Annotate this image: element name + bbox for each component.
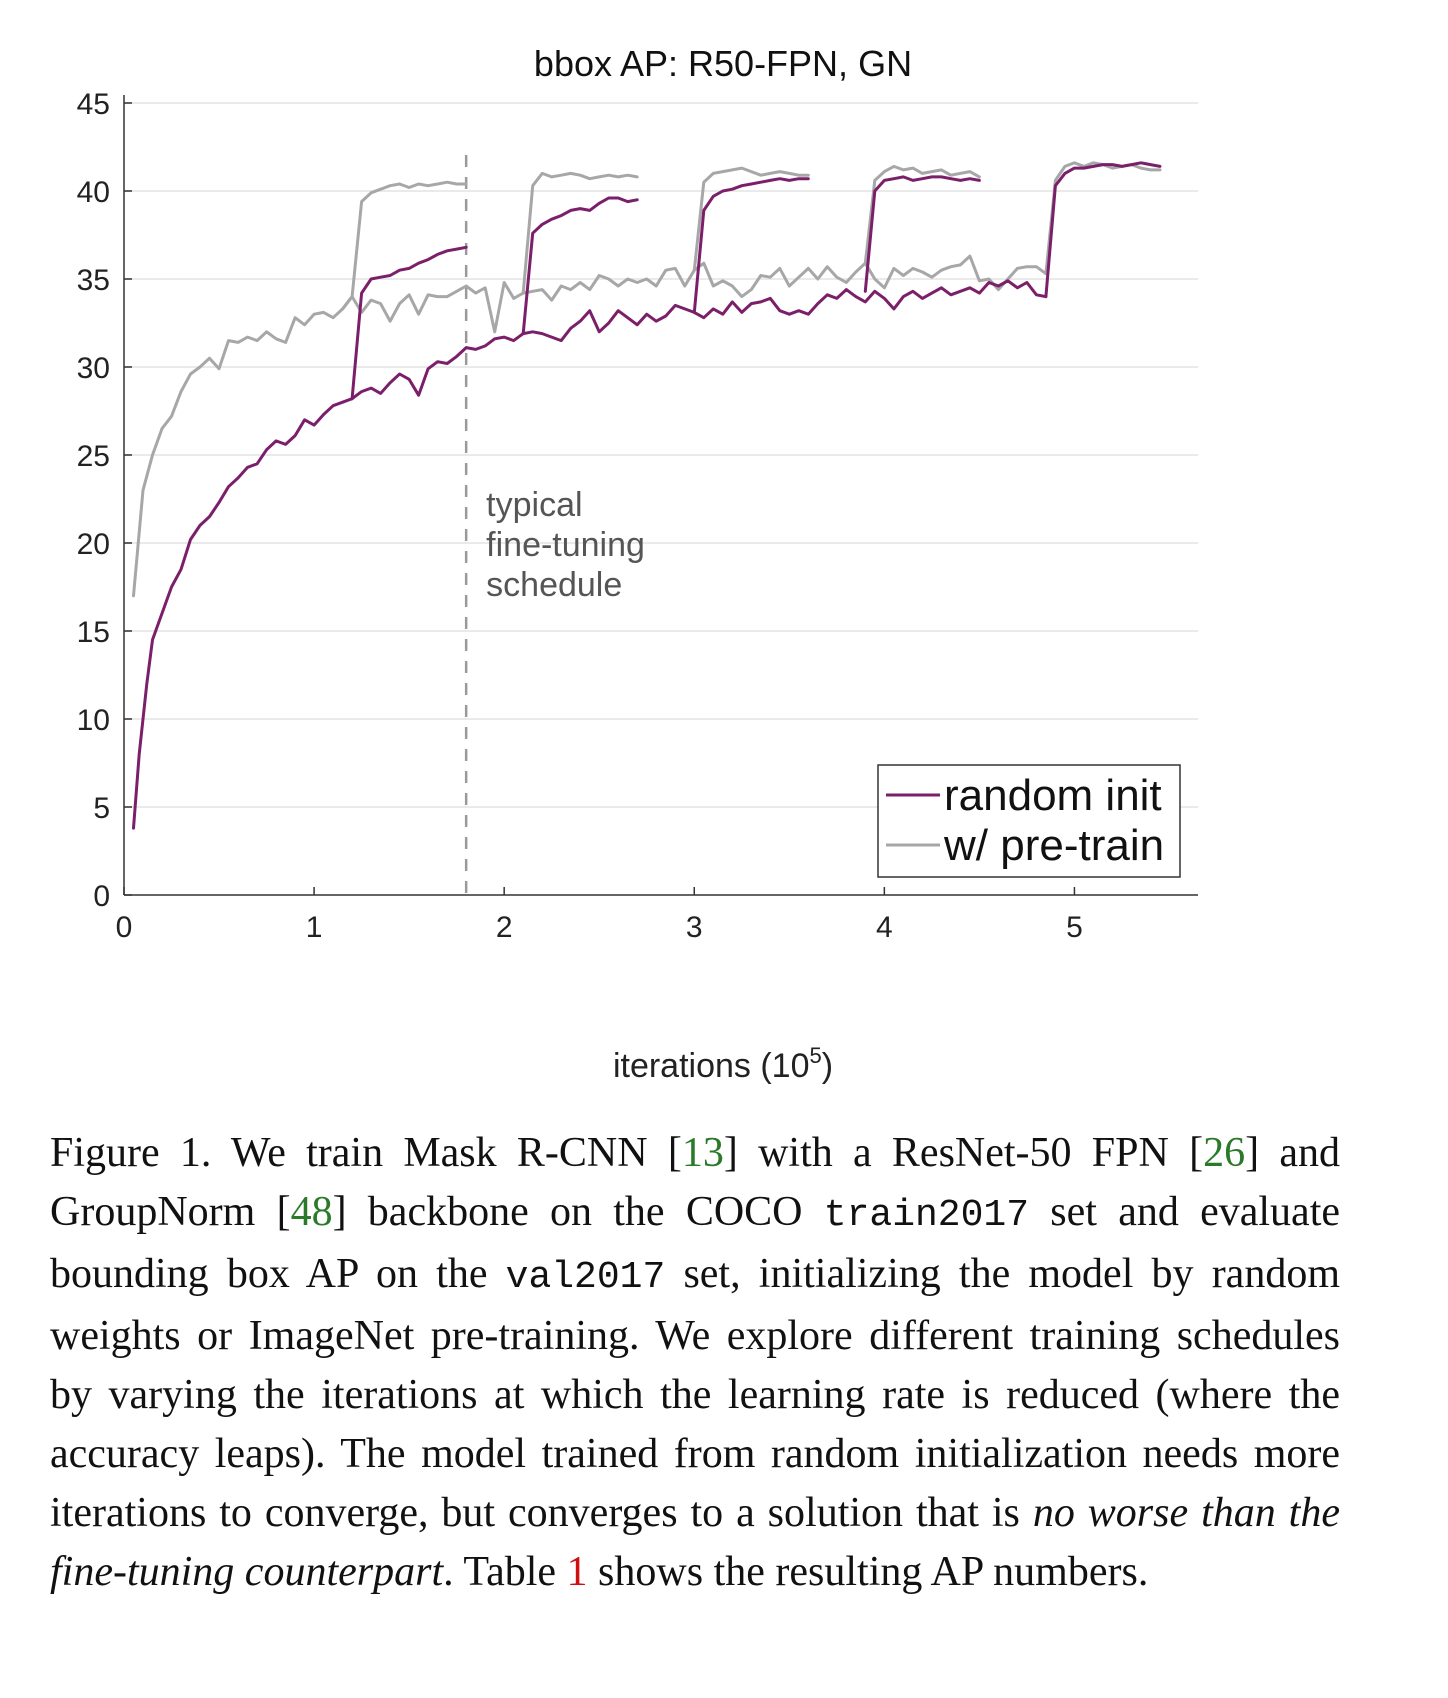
y-tick-label: 0 (93, 880, 110, 913)
x-tick-label: 4 (876, 911, 893, 944)
series-line (521, 171, 639, 295)
x-tick-label: 3 (686, 911, 703, 944)
figure-caption: Figure 1. We train Mask R-CNN [13] with … (50, 1124, 1340, 1602)
series-line (1044, 161, 1162, 299)
fine-tuning-annotation: schedule (486, 566, 622, 604)
series-line (692, 177, 810, 314)
y-tick-label: 45 (77, 88, 110, 121)
dataset-name: train2017 (823, 1194, 1030, 1237)
caption-text: shows the resulting AP numbers. (587, 1549, 1149, 1595)
caption-text: . Table (443, 1549, 567, 1595)
y-tick-label: 30 (77, 352, 110, 385)
x-tick-label: 0 (116, 911, 133, 944)
y-tick-label: 20 (77, 528, 110, 561)
caption-text: ] backbone on the COCO (332, 1189, 824, 1235)
y-tick-label: 40 (77, 176, 110, 209)
x-axis: 0 1 2 3 4 5 (116, 887, 1198, 944)
legend-box (877, 764, 1181, 878)
series-line (132, 254, 1048, 598)
y-tick-label: 5 (93, 792, 110, 825)
x-axis-label-close: ) (822, 1047, 833, 1085)
caption-emphasis: no worse than the fine-tuning counterpar… (50, 1490, 1340, 1595)
series-w-pre-train (132, 161, 1162, 598)
fine-tuning-annotation: fine-tuning (486, 526, 645, 564)
citation-link[interactable]: 48 (290, 1189, 333, 1235)
caption-text: We train Mask R-CNN [ (211, 1130, 682, 1176)
series-line (863, 175, 981, 293)
x-tick-label: 5 (1066, 911, 1083, 944)
series-line (341, 180, 468, 311)
series-layer (132, 161, 1162, 830)
caption-label: Figure 1. (50, 1130, 212, 1176)
chart-title: bbox AP: R50-FPN, GN (534, 43, 912, 84)
legend-label: w/ pre-train (943, 821, 1164, 870)
y-tick-label: 25 (77, 440, 110, 473)
caption-text: ] with a ResNet-50 FPN [ (723, 1130, 1204, 1176)
series-line (863, 164, 981, 265)
x-tick-label: 1 (306, 911, 323, 944)
citation-link[interactable]: 13 (681, 1130, 724, 1176)
y-axis: 0 5 10 15 20 25 30 35 40 45 (77, 88, 132, 913)
y-tick-label: 15 (77, 616, 110, 649)
citation-link[interactable]: 26 (1203, 1130, 1246, 1176)
x-axis-label-exponent: 5 (809, 1043, 821, 1068)
series-line (132, 279, 1048, 830)
x-tick-label: 2 (496, 911, 513, 944)
series-random-init (132, 161, 1162, 830)
caption-text: set and evaluate bounding box AP on the (50, 1189, 1340, 1297)
table-reference-link[interactable]: 1 (566, 1549, 588, 1595)
y-tick-label: 35 (77, 264, 110, 297)
ap-chart: bbox AP: R50-FPN, GN 051015202530354045 … (77, 43, 1198, 1085)
caption-text: set, initializing the model by random we… (50, 1251, 1340, 1536)
series-line (350, 245, 468, 401)
series-line (1044, 161, 1162, 276)
x-axis-label: iterations (105) (613, 1043, 833, 1085)
series-line (521, 196, 639, 336)
legend-label: random init (944, 771, 1162, 820)
caption-text: ] and GroupNorm [ (50, 1130, 1340, 1235)
grid-lines (124, 102, 1198, 808)
dataset-name: val2017 (505, 1256, 666, 1299)
series-line (692, 166, 810, 272)
y-tick-label: 10 (77, 704, 110, 737)
fine-tuning-annotation: typical (486, 486, 582, 524)
